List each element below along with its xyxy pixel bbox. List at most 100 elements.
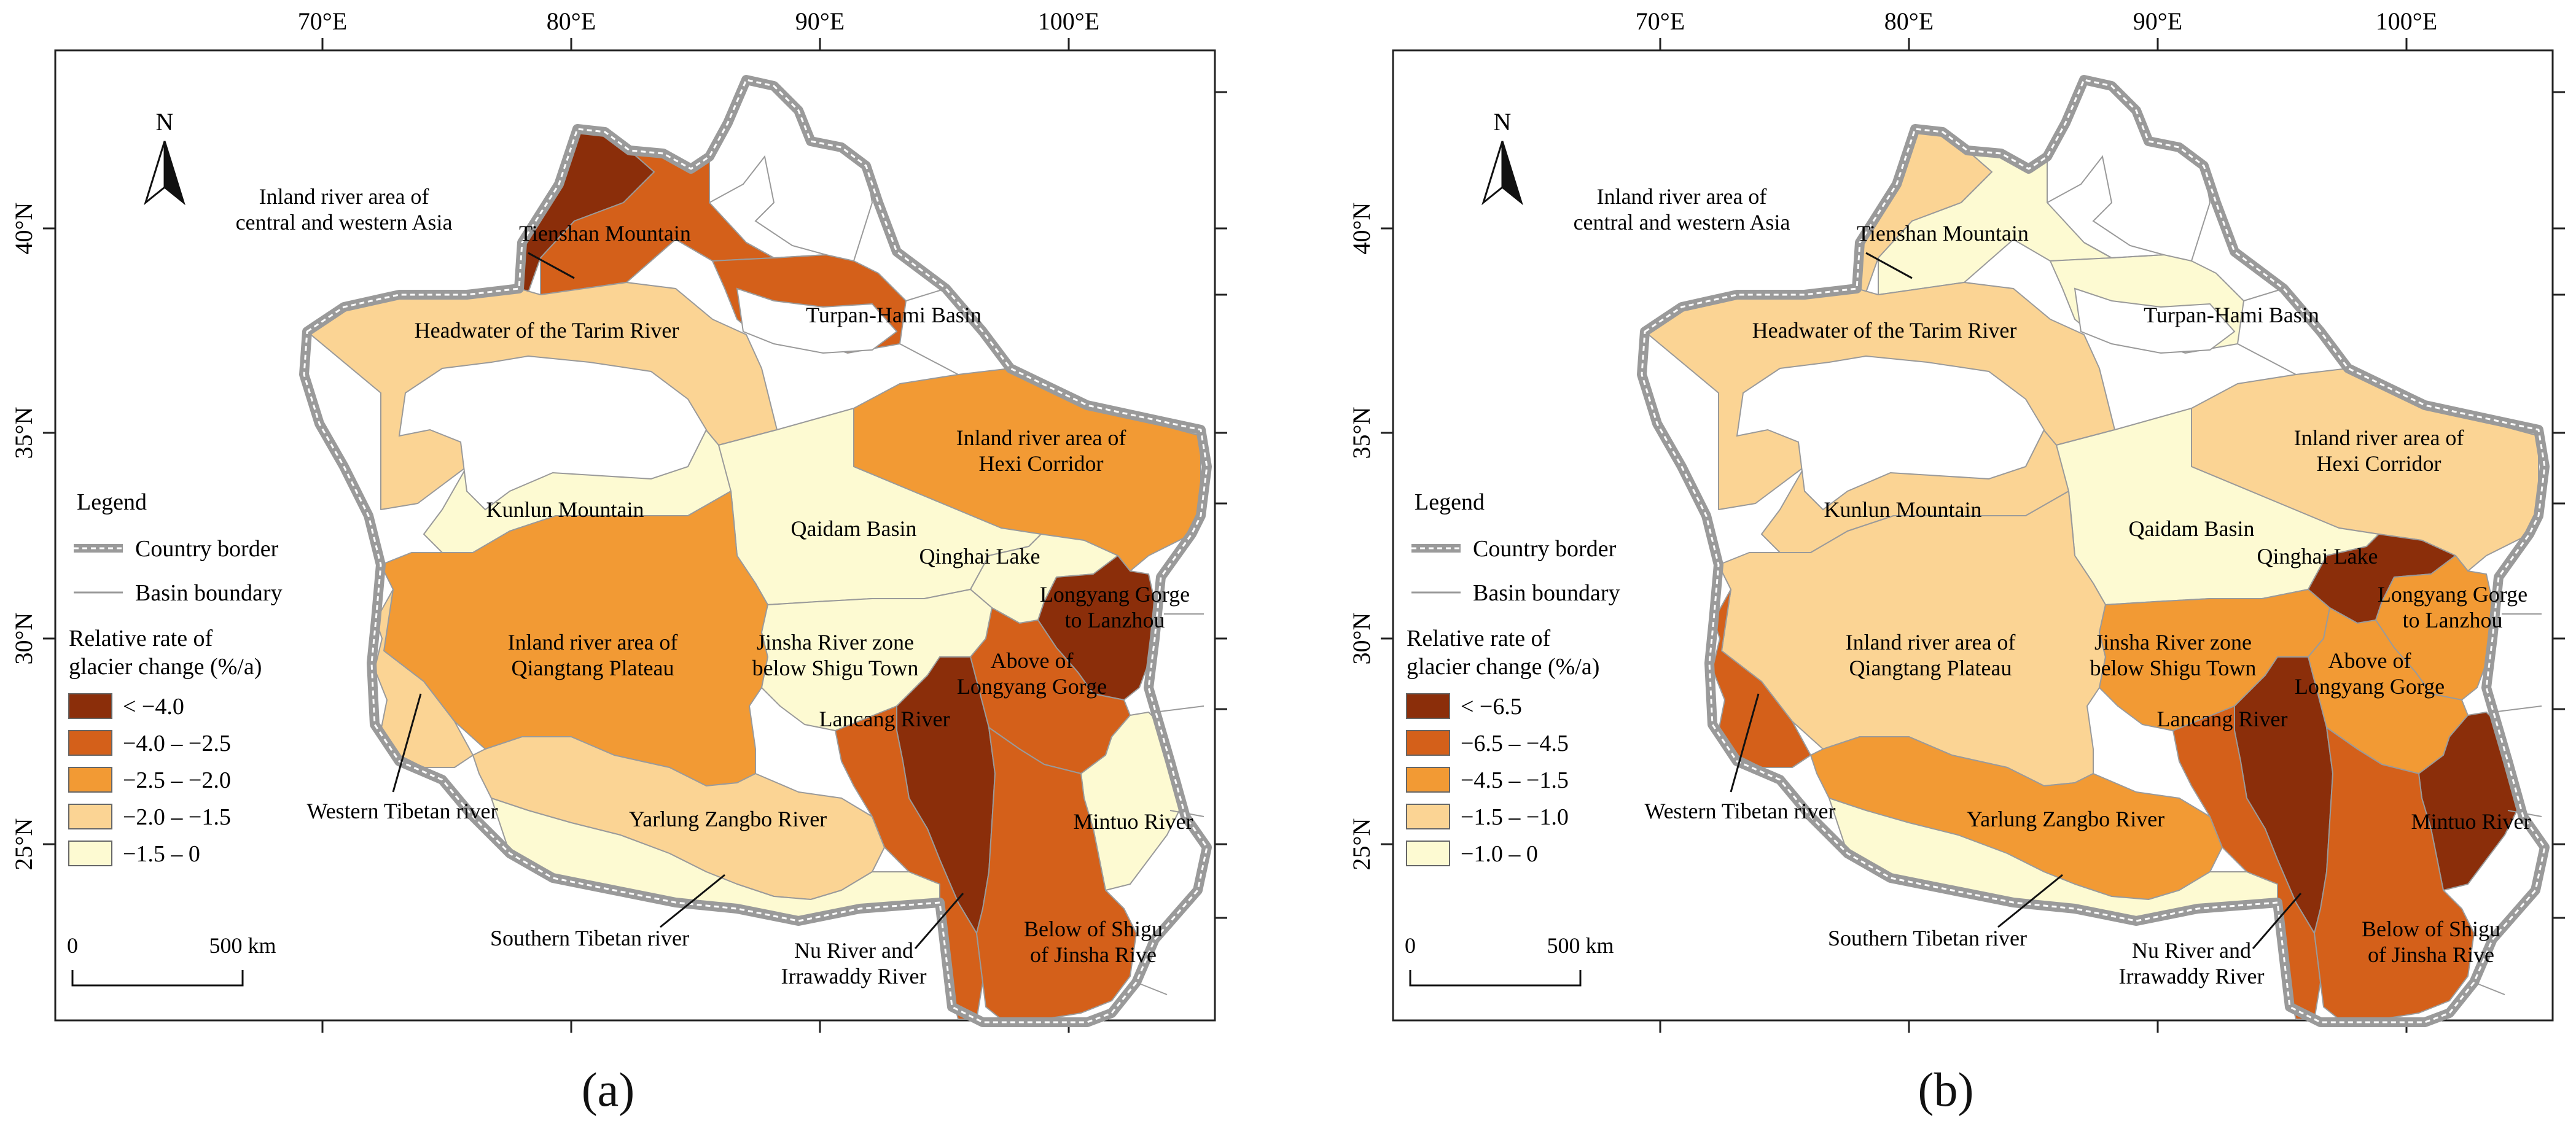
label-nu: Nu River and Irrawaddy River — [2119, 938, 2265, 988]
label-inland-asia: Inland river area of central and western … — [236, 184, 453, 235]
leader-line-inland-asia — [528, 252, 575, 279]
leader-line-western-tibetan — [1730, 693, 1760, 793]
country-border-inner — [1641, 79, 2546, 1023]
label-qinghai: Qinghai Lake — [919, 544, 1040, 569]
legend-country-border-label: Country border — [135, 536, 279, 562]
label-longyang-lanzhou: Longyang Gorge to Lanzhou — [2378, 582, 2527, 632]
legend-class-label: −4.0 – −2.5 — [123, 731, 231, 756]
legend-class-label: < −6.5 — [1461, 694, 1522, 720]
legend-swatch-light-orange — [1406, 804, 1450, 829]
label-southern-tibetan: Southern Tibetan river — [1828, 926, 2027, 950]
label-mintuo: Mintuo River — [1074, 809, 1193, 834]
legend-swatch-orange — [68, 767, 112, 793]
legend: Legend Country border Basin boundary Relati… — [1406, 489, 1620, 867]
lat-tick-label: 30°N — [1348, 613, 1375, 665]
legend-swatch-dark-orange — [1406, 730, 1450, 756]
scale-start-label: 0 — [1405, 933, 1416, 958]
legend-country-border-label: Country border — [1473, 536, 1617, 562]
label-above-longyang: Above of Longyang Gorge — [2295, 648, 2445, 699]
lon-tick-label: 70°E — [298, 7, 347, 35]
scale-bar: 0 500 km — [67, 933, 276, 987]
scale-end-label: 500 km — [1547, 933, 1614, 958]
label-jinsha-below: Jinsha River zone below Shigu Town — [752, 630, 919, 680]
lon-tick-label: 80°E — [547, 7, 596, 35]
legend-swatch-light-orange — [68, 804, 112, 829]
legend-class-label: −6.5 – −4.5 — [1461, 731, 1569, 756]
scale-start-label: 0 — [67, 933, 78, 958]
lat-tick-label: 40°N — [1348, 203, 1375, 255]
basin-boundary-line — [2473, 982, 2505, 995]
label-kunlun: Kunlun Mountain — [1824, 497, 1982, 522]
label-jinsha-below: Jinsha River zone below Shigu Town — [2090, 630, 2257, 680]
panel-label-a: (a) — [581, 1063, 635, 1116]
basin-boundary-line — [2237, 343, 2297, 375]
lat-tick-label: 30°N — [10, 613, 37, 665]
label-tarim: Headwater of the Tarim River — [415, 318, 679, 343]
label-shigu: Below of Shigu of Jinsha Rive — [1024, 917, 1163, 967]
legend-class-label: −1.5 – −1.0 — [1461, 804, 1569, 830]
lon-tick-label: 100°E — [2376, 7, 2437, 35]
label-hexi: Inland river area of Hexi Corridor — [2294, 425, 2464, 476]
region-shigu — [2314, 727, 2475, 1020]
lon-tick-label: 70°E — [1636, 7, 1685, 35]
label-qiangtang: Inland river area of Qiangtang Plateau — [508, 630, 678, 680]
no-data-basin — [398, 355, 708, 511]
leader-line-western-tibetan — [392, 693, 422, 793]
legend-class-label: −1.0 – 0 — [1461, 841, 1538, 867]
basin-boundary-line — [2243, 288, 2284, 301]
label-nu: Nu River and Irrawaddy River — [781, 938, 927, 988]
basin-boundary-line — [905, 288, 946, 301]
scale-end-label: 500 km — [209, 933, 276, 958]
legend-swatch-dark-orange — [68, 730, 112, 756]
label-qaidam: Qaidam Basin — [2129, 516, 2255, 541]
label-lancang: Lancang River — [2157, 707, 2288, 731]
label-yarlung: Yarlung Zangbo River — [1967, 807, 2164, 831]
legend-swatch-dark-brown — [68, 693, 112, 719]
svg-text:N: N — [1494, 108, 1512, 136]
lon-tick-label: 80°E — [1884, 7, 1934, 35]
label-western-tibetan: Western Tibetan river — [306, 799, 498, 823]
no-data-basin — [2074, 287, 2236, 354]
legend-rate-title: Relative rate of glacier change (%/a) — [69, 626, 262, 680]
legend-class-label: −1.5 – 0 — [123, 841, 200, 867]
legend-title: Legend — [1415, 489, 1485, 515]
legend-swatch-orange — [1406, 767, 1450, 793]
scale-bar: 0 500 km — [1405, 933, 1614, 987]
label-qaidam: Qaidam Basin — [791, 516, 917, 541]
legend-swatch-pale-yellow — [68, 841, 112, 866]
basin-boundary-line — [1136, 982, 1168, 995]
lat-tick-label: 35°N — [10, 407, 37, 459]
leader-line-nu — [2252, 893, 2302, 949]
country-border-inner — [303, 79, 1208, 1023]
basin-boundary-line — [2047, 155, 2164, 255]
no-data-basin — [1736, 355, 2045, 511]
panel-label-b: (b) — [1918, 1063, 1974, 1116]
north-arrow-icon: N — [144, 108, 185, 206]
basin-boundary-line — [2492, 705, 2542, 713]
label-yarlung: Yarlung Zangbo River — [629, 807, 827, 831]
label-longyang-lanzhou: Longyang Gorge to Lanzhou — [1040, 582, 1190, 632]
legend-class-label: −2.5 – −2.0 — [123, 767, 231, 793]
label-inland-asia: Inland river area of central and western … — [1574, 184, 1790, 235]
label-kunlun: Kunlun Mountain — [486, 497, 644, 522]
label-qinghai: Qinghai Lake — [2257, 544, 2378, 569]
basin-boundary-line — [2083, 242, 2164, 259]
label-qiangtang: Inland river area of Qiangtang Plateau — [1846, 630, 2016, 680]
lat-tick-label: 40°N — [10, 203, 37, 255]
leader-line-nu — [914, 893, 964, 949]
label-above-longyang: Above of Longyang Gorge — [957, 648, 1107, 699]
lat-tick-label: 25°N — [1348, 818, 1375, 871]
map-panel-b: 70°E 80°E 90°E 100°E 40°N 35°N 30°N 25°N Inland … — [1348, 7, 2565, 1033]
svg-text:N: N — [156, 108, 174, 136]
label-tienshan: Tienshan Mountain — [1857, 221, 2029, 246]
label-western-tibetan: Western Tibetan river — [1644, 799, 1835, 823]
lon-tick-label: 90°E — [2133, 7, 2182, 35]
map-panel-a: 70°E 80°E 90°E 100°E 40°N 35°N 30°N 25°N Inland … — [10, 7, 1227, 1033]
legend-class-label: < −4.0 — [123, 694, 184, 720]
leader-line-southern-tibetan — [1997, 874, 2063, 928]
basin-boundary-line — [899, 343, 959, 375]
lat-tick-label: 25°N — [10, 818, 37, 871]
label-lancang: Lancang River — [819, 707, 950, 731]
label-hexi: Inland river area of Hexi Corridor — [956, 425, 1126, 476]
basin-boundary-line — [709, 155, 827, 255]
